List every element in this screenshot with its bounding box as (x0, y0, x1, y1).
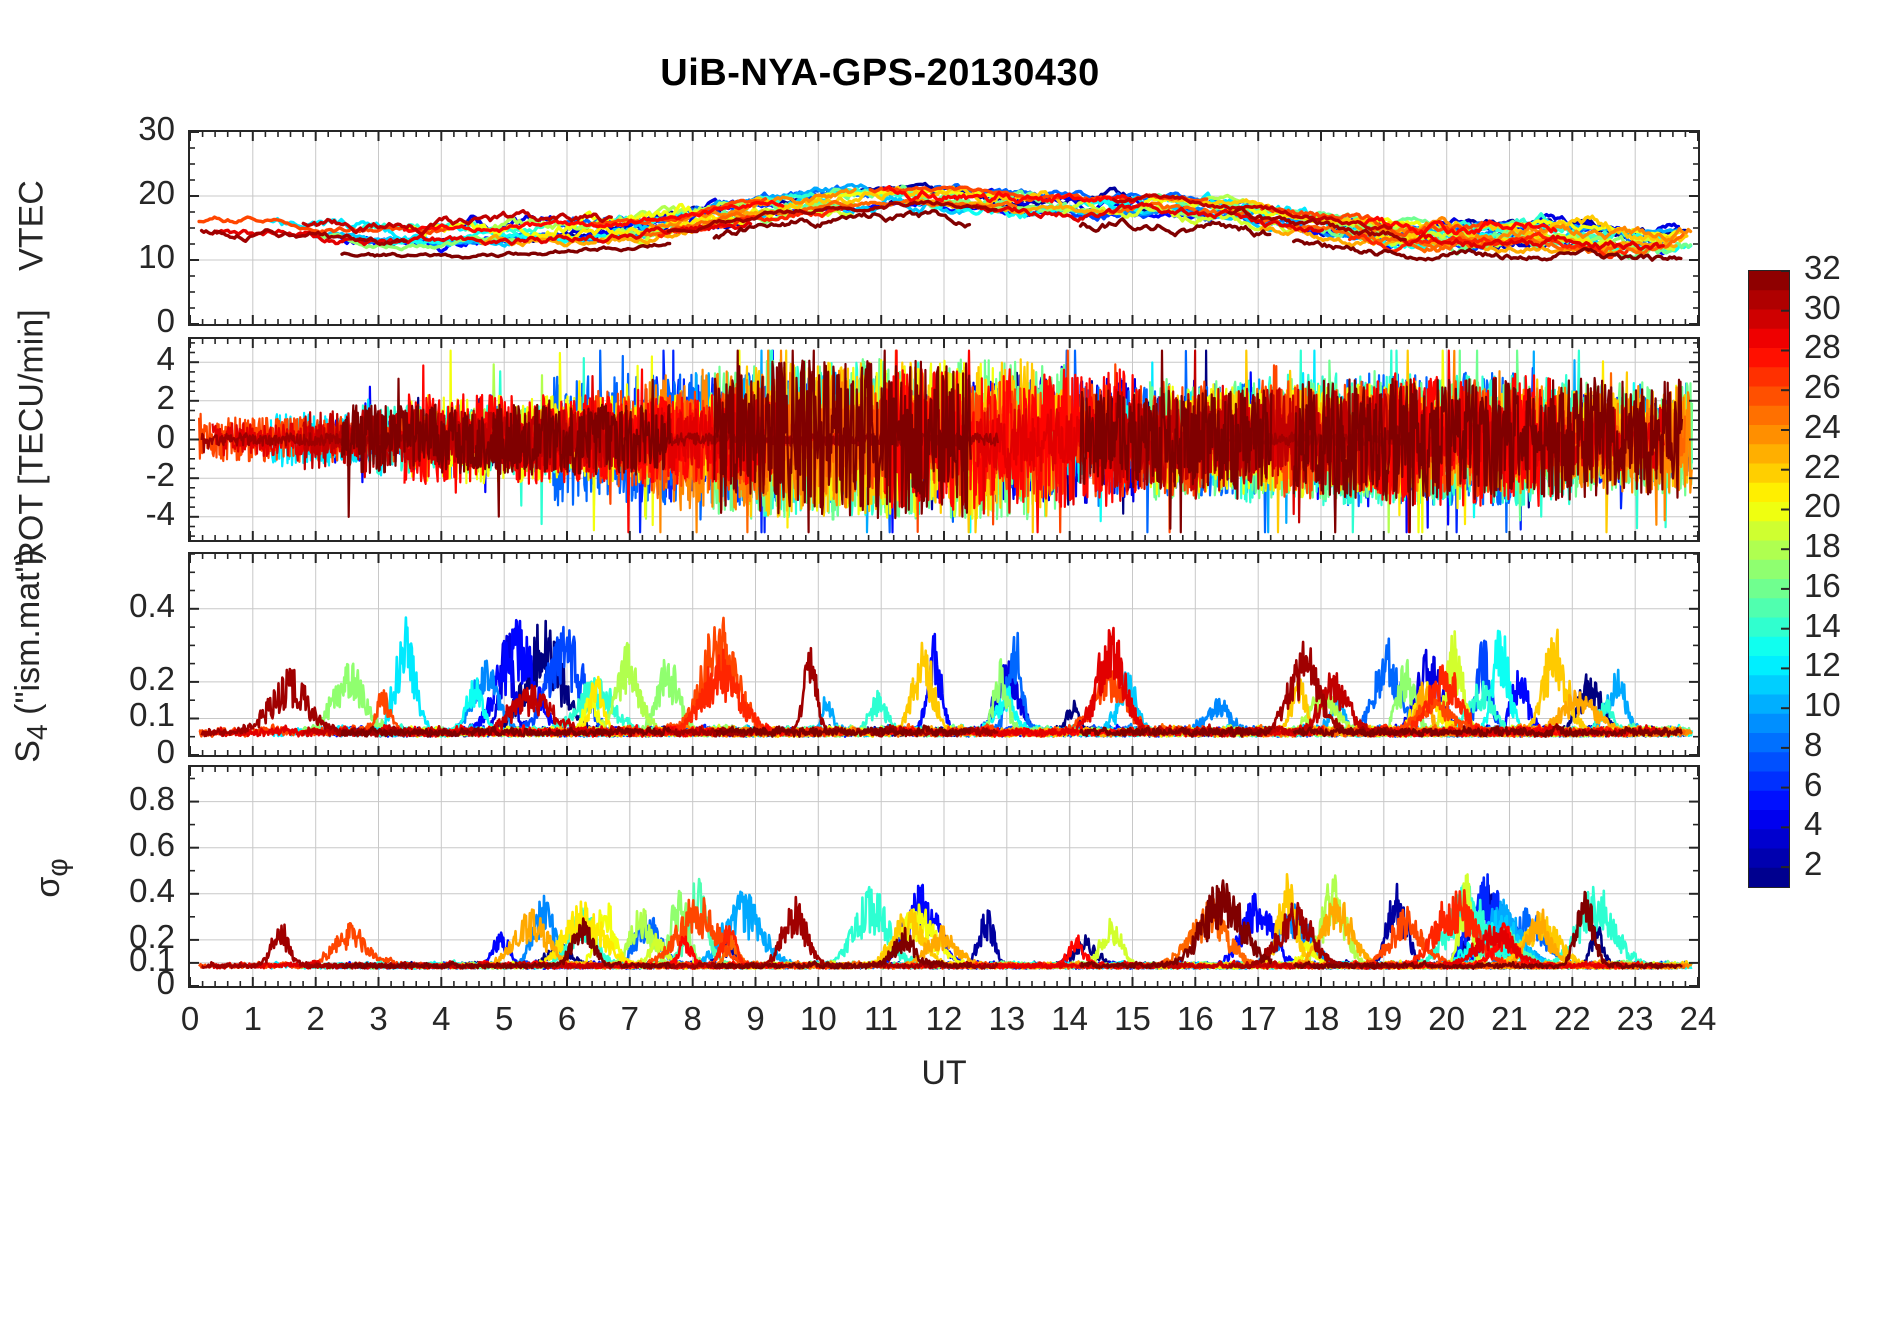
xtick-3: 3 (369, 1000, 388, 1037)
plot-panel-rot (188, 337, 1700, 542)
xtick-24: 24 (1679, 1000, 1717, 1037)
xtick-8: 8 (683, 1000, 702, 1037)
colorbar-tick-7: 16 (1804, 566, 1841, 604)
colorbar-tick-8: 18 (1804, 527, 1841, 565)
xtick-0: 0 (180, 1000, 200, 1037)
colorbar-tick-3: 8 (1804, 725, 1823, 763)
ytick-sigmaphi-1: 0.1 (129, 940, 175, 978)
ytick-rot-4: 4 (156, 340, 175, 378)
plot-panel-s4 (188, 552, 1700, 757)
colorbar (1748, 270, 1790, 888)
xtick-17: 17 (1239, 1000, 1277, 1037)
xtick-22: 22 (1553, 1000, 1591, 1037)
xtick-6: 6 (557, 1000, 577, 1037)
y-axis-label-sigmaphi: σφ (29, 857, 74, 898)
ytick-sigmaphi-0: 0 (156, 964, 175, 1001)
ytick-s4-3: 0.4 (129, 586, 175, 624)
ytick-vtec-0: 0 (156, 302, 175, 339)
ytick-vtec-3: 30 (138, 110, 175, 147)
colorbar-tick-13: 28 (1804, 328, 1841, 366)
xtick-5: 5 (494, 1000, 514, 1037)
plot-panel-vtec (188, 130, 1700, 326)
ytick-s4-2: 0.2 (129, 659, 175, 697)
colorbar-tick-5: 12 (1804, 646, 1841, 684)
xtick-12: 12 (925, 1000, 963, 1037)
colorbar-tick-14: 30 (1804, 288, 1841, 326)
ytick-s4-1: 0.1 (129, 696, 175, 734)
ytick-sigmaphi-3: 0.4 (129, 871, 175, 909)
xtick-19: 19 (1365, 1000, 1403, 1037)
ytick-sigmaphi-5: 0.8 (129, 779, 175, 817)
ytick-sigmaphi-2: 0.2 (129, 917, 175, 955)
ytick-rot-0: -4 (145, 494, 175, 532)
ytick-rot-2: 0 (156, 417, 175, 455)
colorbar-tick-6: 14 (1804, 606, 1841, 644)
ytick-rot-1: -2 (145, 456, 175, 494)
page-title: UiB-NYA-GPS-20130430 (660, 52, 1100, 94)
xtick-15: 15 (1114, 1000, 1151, 1037)
colorbar-tick-1: 4 (1804, 805, 1823, 843)
xtick-21: 21 (1491, 1000, 1528, 1037)
ytick-vtec-2: 20 (138, 174, 175, 211)
colorbar-tick-11: 24 (1804, 407, 1841, 445)
ytick-sigmaphi-4: 0.6 (129, 825, 175, 863)
colorbar-tick-2: 6 (1804, 765, 1823, 803)
ytick-rot-3: 2 (156, 378, 175, 416)
colorbar-tick-10: 22 (1804, 447, 1841, 485)
xtick-10: 10 (799, 1000, 837, 1037)
ytick-s4-0: 0 (156, 733, 175, 770)
xtick-11: 11 (864, 1000, 899, 1037)
xtick-14: 14 (1051, 1000, 1089, 1037)
xtick-2: 2 (306, 1000, 325, 1037)
xtick-18: 18 (1302, 1000, 1340, 1037)
xtick-1: 1 (243, 1000, 262, 1037)
xtick-16: 16 (1176, 1000, 1214, 1037)
colorbar-tick-0: 2 (1804, 845, 1823, 883)
colorbar-tick-15: 32 (1804, 249, 1841, 286)
colorbar-tick-9: 20 (1804, 487, 1841, 525)
xtick-7: 7 (620, 1000, 639, 1037)
xtick-23: 23 (1616, 1000, 1654, 1037)
xtick-4: 4 (432, 1000, 451, 1037)
plot-panel-sigmaphi (188, 765, 1700, 988)
ytick-vtec-1: 10 (138, 238, 175, 275)
xtick-9: 9 (746, 1000, 765, 1037)
xtick-13: 13 (988, 1000, 1026, 1037)
colorbar-tick-4: 10 (1804, 686, 1841, 724)
x-axis-label: UT (921, 1054, 967, 1092)
colorbar-tick-12: 26 (1804, 368, 1841, 406)
xtick-20: 20 (1428, 1000, 1466, 1037)
